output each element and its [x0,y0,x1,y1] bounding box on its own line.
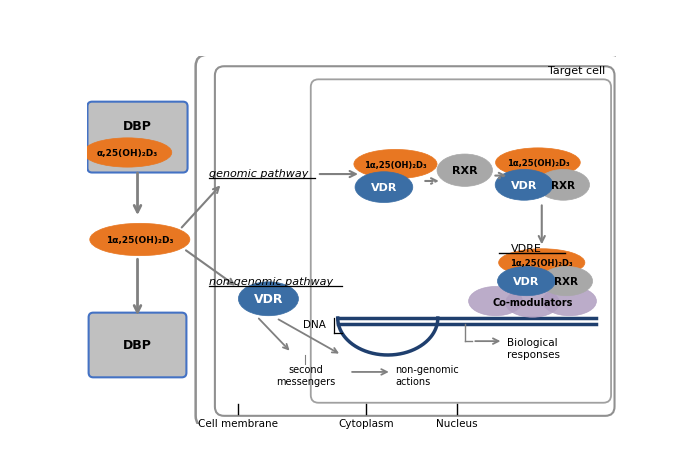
Text: RXR: RXR [552,180,576,190]
Text: VDR: VDR [511,180,537,190]
FancyBboxPatch shape [215,67,615,416]
Text: RXR: RXR [452,166,477,176]
Ellipse shape [537,170,589,201]
FancyBboxPatch shape [196,56,623,427]
Text: VDRE: VDRE [511,243,542,253]
Text: 1α,25(OH)₂D₃: 1α,25(OH)₂D₃ [364,160,427,169]
Text: second
messengers: second messengers [276,365,335,386]
FancyBboxPatch shape [311,80,611,403]
Ellipse shape [543,287,596,316]
Text: Cytoplasm: Cytoplasm [338,418,394,428]
Text: α,25(OH)₂D₃: α,25(OH)₂D₃ [97,149,158,158]
Text: Nucleus: Nucleus [436,418,478,428]
Ellipse shape [499,249,585,277]
Text: non-genomic pathway: non-genomic pathway [209,276,333,286]
Ellipse shape [354,150,437,179]
Ellipse shape [355,172,413,203]
Ellipse shape [469,287,523,316]
Text: DNA: DNA [303,319,326,329]
Ellipse shape [90,224,190,256]
Text: Co-modulators: Co-modulators [493,297,573,307]
Ellipse shape [495,170,553,201]
Text: RXR: RXR [554,277,578,287]
Ellipse shape [541,267,593,296]
Text: 1α,25(OH)₂D₃: 1α,25(OH)₂D₃ [510,258,573,268]
Text: DBP: DBP [123,120,152,133]
Text: 1α,25(OH)₂D₃: 1α,25(OH)₂D₃ [506,159,569,168]
Ellipse shape [239,282,298,316]
Text: non-genomic
actions: non-genomic actions [395,365,459,386]
Text: 1α,25(OH)₂D₃: 1α,25(OH)₂D₃ [106,236,174,245]
Text: VDR: VDR [513,277,540,287]
Ellipse shape [497,267,555,296]
Ellipse shape [437,155,493,187]
Text: genomic pathway: genomic pathway [209,169,309,178]
FancyBboxPatch shape [88,102,187,173]
Text: VDR: VDR [254,293,283,306]
Text: VDR: VDR [370,183,397,193]
Text: Cell membrane: Cell membrane [198,418,278,428]
Ellipse shape [506,288,560,317]
Text: Biological
responses: Biological responses [507,337,560,359]
Ellipse shape [83,139,172,168]
FancyBboxPatch shape [88,313,187,377]
Text: DBP: DBP [123,339,152,352]
Ellipse shape [495,149,580,178]
Text: Target cell: Target cell [547,66,605,76]
